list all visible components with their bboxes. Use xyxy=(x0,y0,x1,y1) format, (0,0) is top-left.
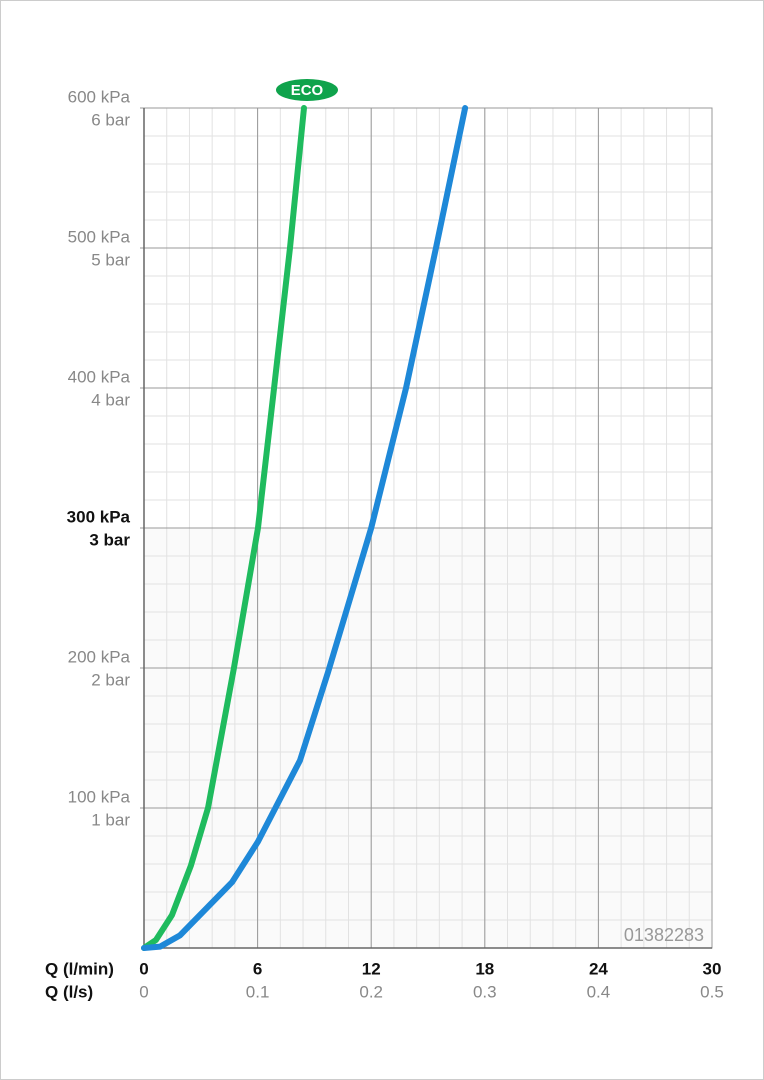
y2-tick-label: 2 bar xyxy=(91,670,130,689)
eco-badge xyxy=(275,79,338,101)
y-tick-label: 600 kPa xyxy=(68,87,131,106)
eco-label: ECO xyxy=(291,82,324,99)
y-tick-label: 100 kPa xyxy=(68,787,131,806)
y-tick-label: 300 kPa xyxy=(67,507,131,526)
y2-tick-label: 6 bar xyxy=(91,110,130,129)
y2-tick-label: 3 bar xyxy=(89,530,130,549)
lower-shade xyxy=(144,528,712,948)
x-tick-label: 18 xyxy=(475,959,494,978)
x-axis-label: Q (l/min) xyxy=(45,959,114,978)
x-tick-label: 6 xyxy=(253,959,262,978)
flow-curve xyxy=(141,105,469,951)
y2-tick-label: 1 bar xyxy=(91,810,130,829)
x-tick-label: 0 xyxy=(139,959,148,978)
y2-tick-label: 5 bar xyxy=(91,250,130,269)
y-tick-label: 500 kPa xyxy=(68,227,131,246)
code: 01382283 xyxy=(624,925,704,945)
x2-tick-label: 0 xyxy=(139,982,148,1001)
y2-tick-label: 4 bar xyxy=(91,390,130,409)
y-tick-label: 400 kPa xyxy=(68,367,131,386)
x-tick-label: 30 xyxy=(703,959,722,978)
x2-tick-label: 0.4 xyxy=(587,982,611,1001)
x2-tick-label: 0.5 xyxy=(700,982,724,1001)
x2-tick-label: 0.2 xyxy=(359,982,383,1001)
flow-curve xyxy=(141,105,307,951)
x2-tick-label: 0.3 xyxy=(473,982,497,1001)
y-tick-label: 200 kPa xyxy=(68,647,131,666)
x-tick-label: 12 xyxy=(362,959,381,978)
x-tick-label: 24 xyxy=(589,959,608,978)
x2-tick-label: 0.1 xyxy=(246,982,270,1001)
x2-axis-label: Q (l/s) xyxy=(45,982,93,1001)
